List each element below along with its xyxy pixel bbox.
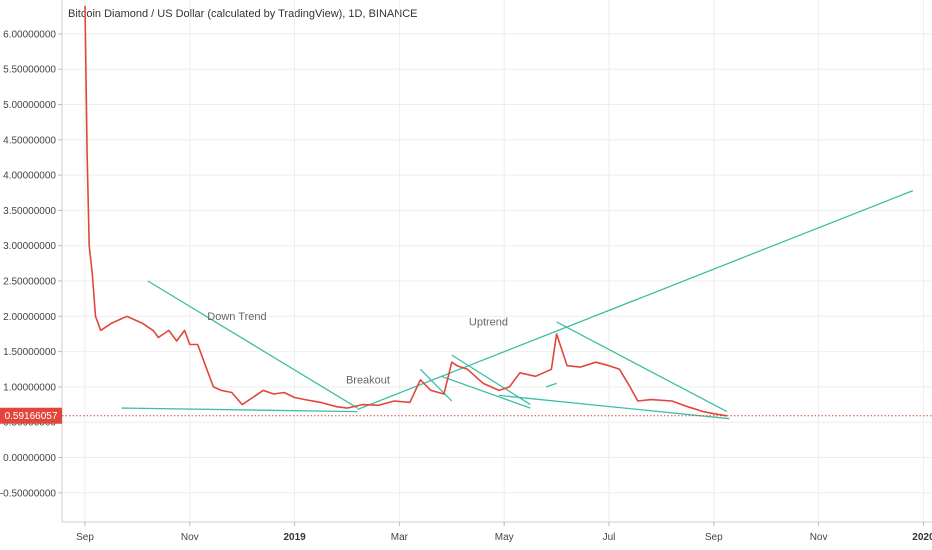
chart-title: Bitcoin Diamond / US Dollar (calculated … <box>68 8 418 20</box>
y-tick-label: -0.50000000 <box>0 488 56 499</box>
grid <box>62 0 932 522</box>
x-tick-label: May <box>495 532 514 543</box>
trendline <box>451 354 531 406</box>
last-price-tag-label: 0.59166057 <box>5 411 58 422</box>
price-series <box>84 5 728 417</box>
annotations: Down Trend Breakout Uptrend <box>207 311 508 387</box>
trendline <box>556 321 728 413</box>
annotation-label: Breakout <box>346 374 390 386</box>
y-tick-label: 3.00000000 <box>3 241 56 252</box>
x-tick-label: Sep <box>76 532 94 543</box>
y-tick-label: 2.50000000 <box>3 277 56 288</box>
last-price-tag: 0.59166057 <box>0 407 62 424</box>
trendline <box>121 407 358 413</box>
y-tick-label: 4.00000000 <box>3 171 56 182</box>
y-tick-label: 1.50000000 <box>3 347 56 358</box>
y-tick-label: 0.00000000 <box>3 453 56 464</box>
x-tick-label: Sep <box>705 532 723 543</box>
trendline <box>545 382 557 388</box>
y-tick-label: 1.00000000 <box>3 382 56 393</box>
y-tick-label: 3.50000000 <box>3 206 56 217</box>
trendline <box>419 368 453 402</box>
annotation-label: Uptrend <box>469 316 508 328</box>
x-tick-label: Mar <box>391 532 409 543</box>
last-price-tag-box <box>0 407 62 424</box>
x-tick-label: Nov <box>810 532 828 543</box>
y-tick-label: 5.00000000 <box>3 100 56 111</box>
trendline <box>357 190 914 411</box>
price-line <box>84 5 728 417</box>
y-tick-label: 5.50000000 <box>3 65 56 76</box>
trendline <box>498 394 730 420</box>
annotation-label: Down Trend <box>207 311 266 323</box>
x-tick-label: Jul <box>603 532 616 543</box>
trendline <box>441 375 531 409</box>
x-tick-label: 2020 <box>912 532 932 543</box>
y-tick-label: 4.50000000 <box>3 135 56 146</box>
y-axis: 6.00000000 5.50000000 5.00000000 4.50000000… <box>0 29 62 499</box>
x-tick-label: 2019 <box>283 532 306 543</box>
trendline <box>147 280 358 409</box>
trendlines <box>121 190 914 420</box>
y-tick-label: 6.00000000 <box>3 29 56 40</box>
x-axis: Sep Nov 2019 Mar May Jul Sep Nov 2020 <box>76 522 932 543</box>
y-tick-label: 2.00000000 <box>3 312 56 323</box>
x-tick-label: Nov <box>181 532 199 543</box>
